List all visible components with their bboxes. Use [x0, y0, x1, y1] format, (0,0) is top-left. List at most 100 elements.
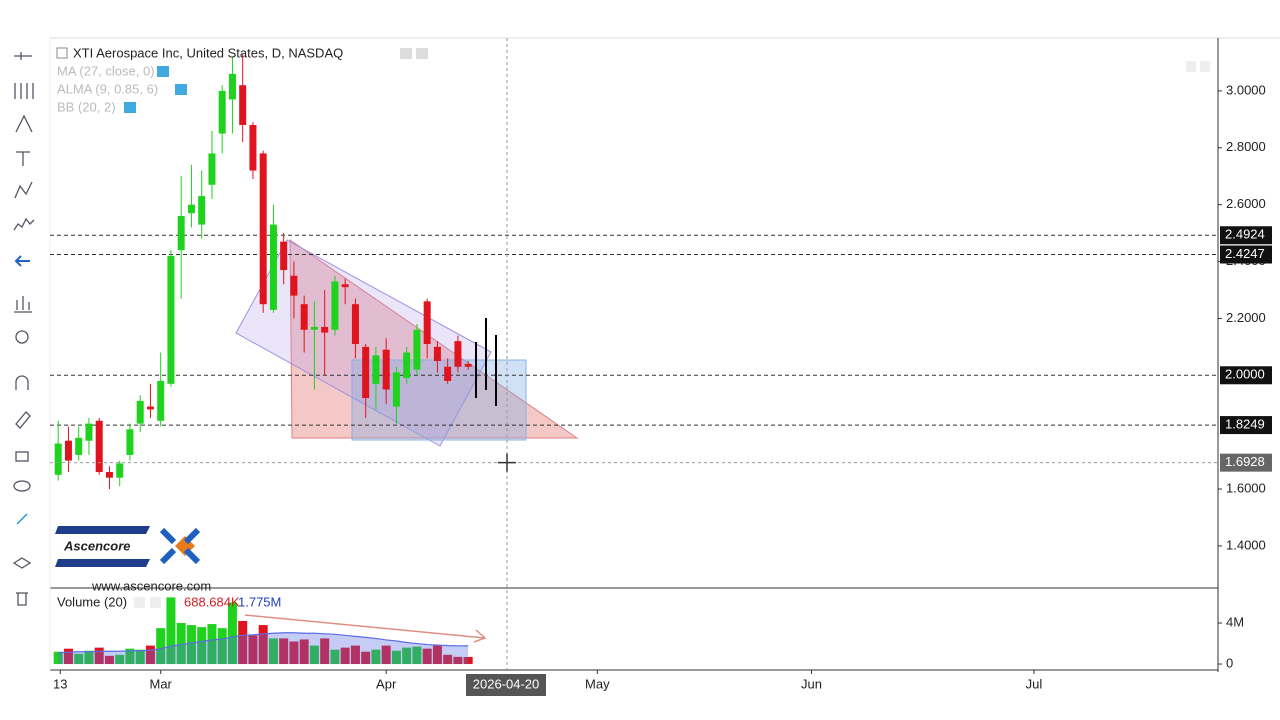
volume-bar: [309, 645, 319, 665]
candle-body: [454, 341, 462, 367]
price-label: 2.4247: [1225, 246, 1265, 261]
candle-body: [75, 437, 83, 455]
candle-body: [54, 443, 62, 475]
tool-text[interactable]: [16, 151, 30, 166]
logo-name: Ascencore: [63, 538, 130, 553]
indicator-button[interactable]: [150, 597, 161, 608]
candle-body: [259, 153, 267, 305]
title-button[interactable]: [400, 48, 412, 59]
indicator-button[interactable]: [175, 84, 187, 95]
volume-title: Volume (20): [57, 594, 127, 609]
tool-layers[interactable]: [12, 557, 32, 569]
volume-bar: [176, 623, 186, 665]
volume-bar: [289, 641, 299, 665]
volume-bar: [268, 638, 278, 665]
volume-arrow[interactable]: [244, 614, 487, 643]
tool-delete[interactable]: [16, 592, 28, 606]
pane-button[interactable]: [1186, 61, 1196, 72]
tool-lines[interactable]: [14, 83, 34, 99]
y-tick-label: 1.6000: [1226, 480, 1266, 495]
volume-bar: [279, 638, 289, 665]
volume-bar: [320, 638, 330, 665]
volume-ma-area: [58, 632, 469, 665]
volume-bar: [156, 628, 166, 665]
volume-bar: [402, 647, 412, 665]
tool-link[interactable]: [16, 513, 28, 525]
volume-bar: [381, 645, 391, 665]
tool-draw[interactable]: [15, 411, 31, 429]
indicator-button[interactable]: [124, 102, 136, 113]
volume-bar: [186, 625, 196, 665]
volume-bar: [104, 655, 114, 665]
volume-bar: [145, 645, 155, 665]
y-tick-label: 2.2000: [1226, 310, 1266, 325]
chart-title: XTI Aerospace Inc, United States, D, NAS…: [73, 45, 343, 60]
tool-visibility[interactable]: [13, 480, 31, 492]
tool-lock[interactable]: [15, 451, 29, 462]
y-tick-label: 2.8000: [1226, 139, 1266, 154]
volume-bar: [391, 650, 401, 665]
indicator-label[interactable]: BB (20, 2): [57, 99, 116, 114]
candle-body: [146, 406, 154, 410]
toolbar[interactable]: [12, 52, 35, 606]
collapse-icon[interactable]: [56, 47, 68, 59]
indicator-button[interactable]: [157, 66, 169, 77]
volume-bar: [432, 645, 442, 665]
tool-magnet[interactable]: [15, 375, 29, 390]
candle-body: [280, 241, 288, 271]
price-label-bg: [1220, 416, 1272, 435]
volume-bar: [53, 651, 63, 665]
volume-bar: [135, 649, 145, 665]
tool-forecast[interactable]: [13, 217, 35, 231]
candle-body: [351, 304, 359, 344]
cursor: [498, 453, 516, 472]
tool-back[interactable]: [14, 255, 30, 267]
candle-body: [249, 125, 257, 171]
indicator-button[interactable]: [134, 597, 145, 608]
candle-body: [331, 281, 339, 330]
volume-bar: [412, 646, 422, 665]
candle-body: [290, 275, 298, 296]
logo-url: www.ascencore.com: [91, 578, 211, 593]
candle-body: [300, 304, 308, 330]
volume-bar: [350, 645, 360, 665]
candle-body: [105, 471, 113, 478]
volume-tick-label: 4M: [1226, 614, 1244, 629]
volume-bar: [166, 597, 176, 665]
indicator-label[interactable]: MA (27, close, 0): [57, 63, 155, 78]
candle-body: [392, 372, 400, 407]
logo-mark: [159, 527, 201, 565]
candle-body: [136, 400, 144, 424]
x-tick-label: May: [585, 676, 610, 691]
volume-bar: [74, 653, 84, 665]
tool-pattern[interactable]: [14, 181, 33, 199]
tool-trend[interactable]: [15, 114, 33, 133]
candle-body: [382, 349, 390, 390]
volume-bar: [330, 649, 340, 665]
crosshair-date-bg: [466, 674, 546, 696]
tool-measure[interactable]: [14, 296, 32, 313]
candle-body: [464, 363, 472, 367]
volume-bar: [361, 651, 371, 665]
volume-bar: [371, 649, 381, 665]
price-label: 2.0000: [1225, 367, 1265, 382]
volume-bar: [207, 624, 217, 665]
tool-zoom[interactable]: [15, 330, 29, 344]
candle-body: [126, 429, 134, 455]
crosshair-price-bg: [1220, 453, 1272, 472]
price-label: 1.8249: [1225, 417, 1265, 432]
candle-body: [433, 346, 441, 362]
title-button[interactable]: [416, 48, 428, 59]
candle-body: [362, 346, 370, 399]
projection-bars[interactable]: [475, 318, 497, 406]
volume-bar: [340, 647, 350, 665]
candle-body: [187, 204, 195, 214]
logo-stripe: [55, 526, 150, 534]
tool-crosshair[interactable]: [14, 52, 32, 60]
triangle-drawing[interactable]: [289, 239, 579, 439]
indicator-label[interactable]: ALMA (9, 0.85, 6): [57, 81, 158, 96]
pane-button[interactable]: [1200, 61, 1210, 72]
volume-bar: [63, 648, 73, 665]
volume-ma-last: 1.775M: [238, 594, 281, 609]
